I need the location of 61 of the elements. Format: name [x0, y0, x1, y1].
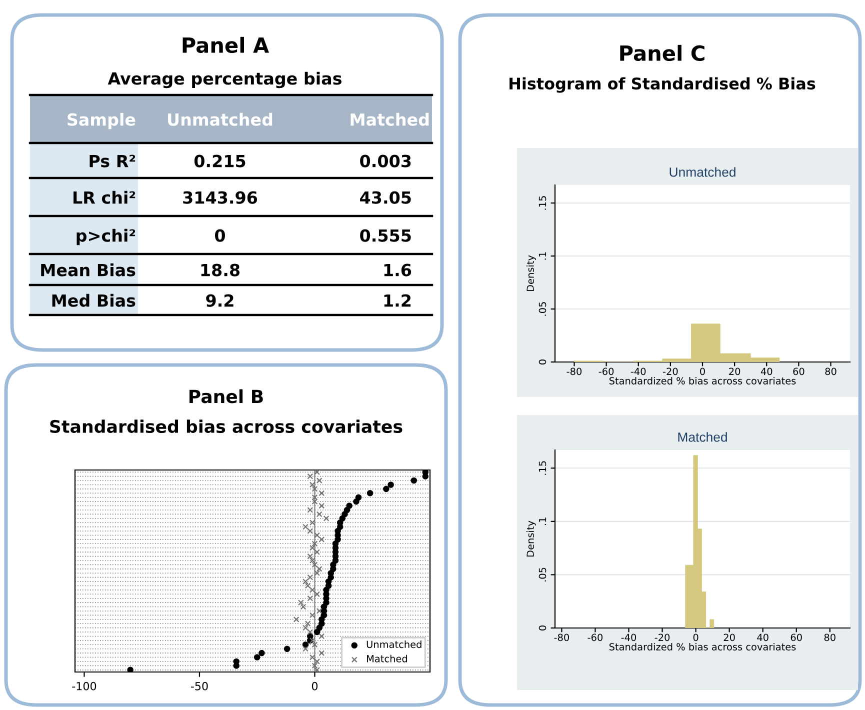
x-tick-label: 0	[700, 368, 705, 376]
chart-subtitle: Standardised bias across covariates	[50, 420, 402, 434]
text: 0.215	[194, 154, 246, 168]
x-tick-label: -50	[190, 682, 208, 690]
text: p>chi²	[76, 228, 136, 246]
text: 0	[215, 229, 225, 242]
x-axis-title: Standardized % bias across covariates	[609, 642, 796, 650]
text: 0.003	[360, 154, 411, 168]
x-axis-title: Standardized % bias across covariates	[609, 376, 796, 384]
text: Sample	[68, 112, 136, 130]
x-tick-label: -80	[566, 368, 582, 376]
legend-label: Unmatched	[366, 640, 422, 648]
chart-title: Matched	[678, 432, 727, 442]
x-tick-label: -60	[588, 634, 603, 642]
x-tick-label: 60	[790, 634, 802, 642]
text: 9.2	[206, 294, 234, 307]
text: Ps R²	[90, 154, 136, 168]
text: 1.2	[384, 294, 411, 307]
x-tick-label: -100	[72, 682, 96, 690]
x-tick-label: -20	[662, 368, 678, 376]
y-axis-title: Density	[526, 255, 536, 292]
x-tick-label: -40	[630, 368, 646, 376]
text: Average percentage bias	[108, 72, 342, 88]
x-tick-label: 0	[693, 634, 698, 642]
y-tick-label: .15	[538, 461, 546, 475]
x-tick-label: 20	[724, 634, 735, 642]
x-tick-label: -60	[598, 368, 614, 376]
x-tick-label: 20	[729, 368, 740, 376]
text: LR chi²	[74, 190, 136, 204]
text: Matched	[350, 112, 429, 126]
y-tick-label: 0	[538, 626, 546, 630]
x-tick-label: 80	[824, 634, 836, 642]
chart-title: Unmatched	[670, 167, 736, 177]
x-tick-label: 80	[825, 368, 836, 376]
text: Panel C	[620, 44, 704, 62]
y-tick-label: .05	[538, 302, 546, 316]
text: 18.8	[201, 264, 240, 276]
y-tick-label: .05	[538, 568, 546, 582]
x-tick-label: 40	[757, 634, 768, 642]
text: 43.05	[360, 191, 411, 204]
x-tick-label: -20	[654, 634, 670, 642]
text: Panel A	[182, 36, 270, 54]
x-tick-label: 40	[760, 368, 772, 376]
chart-title: Panel B	[190, 389, 263, 404]
y-axis-title: Density	[526, 520, 536, 557]
legend-label: Matched	[367, 654, 407, 662]
y-tick-label: .15	[538, 196, 546, 210]
text: 1.6	[384, 264, 412, 276]
text: 3143.96	[183, 191, 258, 204]
x-tick-label: 60	[793, 368, 804, 376]
x-tick-label: 0	[312, 682, 318, 690]
y-tick-label: .1	[538, 518, 546, 526]
x-tick-label: -80	[554, 634, 569, 642]
text: Unmatched	[168, 112, 272, 126]
x-tick-label: -40	[621, 634, 636, 642]
text: Mean Bias	[41, 263, 136, 276]
text: Med Bias	[52, 294, 136, 307]
text: 0.555	[360, 229, 411, 242]
text: Histogram of Standardised % Bias	[510, 77, 816, 93]
y-tick-label: 0	[538, 360, 546, 364]
y-tick-label: .1	[538, 252, 546, 260]
